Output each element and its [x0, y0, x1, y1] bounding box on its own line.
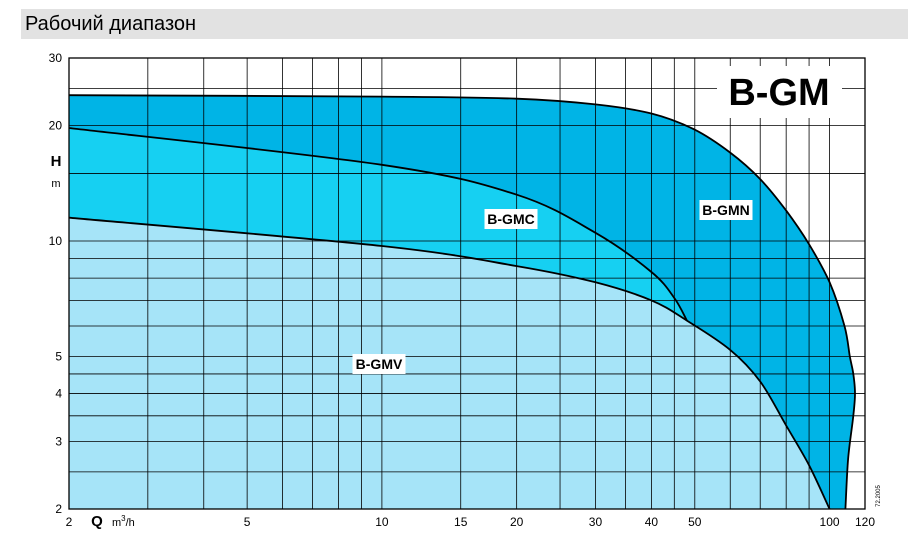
series-label: B-GMV	[356, 356, 403, 372]
y-tick-label: 20	[49, 119, 63, 133]
x-tick-label: 10	[375, 515, 389, 529]
x-tick-label: 15	[454, 515, 468, 529]
series-label: B-GMN	[702, 202, 749, 218]
x-tick-label: 100	[820, 515, 840, 529]
region-labels: B-GMN B-GMC B-GMV	[352, 200, 753, 374]
y-axis-unit: m	[51, 178, 60, 190]
x-tick-label: 5	[244, 515, 251, 529]
x-tick-label: 50	[688, 515, 702, 529]
fine-print: 72.2005	[876, 485, 882, 507]
x-tick-label: 120	[855, 515, 875, 529]
axis-ticks: 2 5 10 15 20 30 40 50 100 120 2 3 4 5 10 20 30	[49, 51, 876, 529]
chart-title: B-GM	[728, 72, 829, 114]
area-b-gmv	[69, 217, 830, 509]
y-axis-label: H	[51, 153, 62, 170]
curve-b-gmn	[69, 94, 856, 509]
grid-lines	[69, 58, 865, 509]
series-label: B-GMC	[487, 211, 534, 227]
x-tick-label: 30	[589, 515, 603, 529]
x-tick-label: 40	[645, 515, 659, 529]
y-tick-label: 10	[49, 234, 63, 248]
series-label-bg	[484, 209, 538, 229]
series-label-bg	[352, 354, 406, 374]
y-tick-label: 30	[49, 51, 63, 65]
chart-title-box	[717, 66, 842, 118]
y-tick-label: 4	[55, 387, 62, 401]
section-header: Рабочий диапазон	[21, 9, 908, 39]
section-title: Рабочий диапазон	[25, 13, 197, 35]
plot-frame	[68, 57, 866, 510]
range-areas	[69, 95, 855, 509]
y-tick-label: 3	[55, 434, 62, 448]
x-tick-label: 2	[66, 515, 73, 529]
boundary-curves	[69, 94, 856, 509]
x-axis-label: Q	[91, 513, 103, 530]
y-tick-label: 2	[55, 502, 62, 516]
x-tick-label: 20	[510, 515, 524, 529]
series-label-bg	[699, 200, 753, 220]
x-axis-unit: m3/h	[112, 514, 135, 529]
curve-b-gmv	[69, 216, 831, 509]
curve-b-gmc	[69, 127, 688, 322]
area-b-gmc	[69, 128, 687, 321]
y-tick-label: 5	[55, 349, 62, 363]
